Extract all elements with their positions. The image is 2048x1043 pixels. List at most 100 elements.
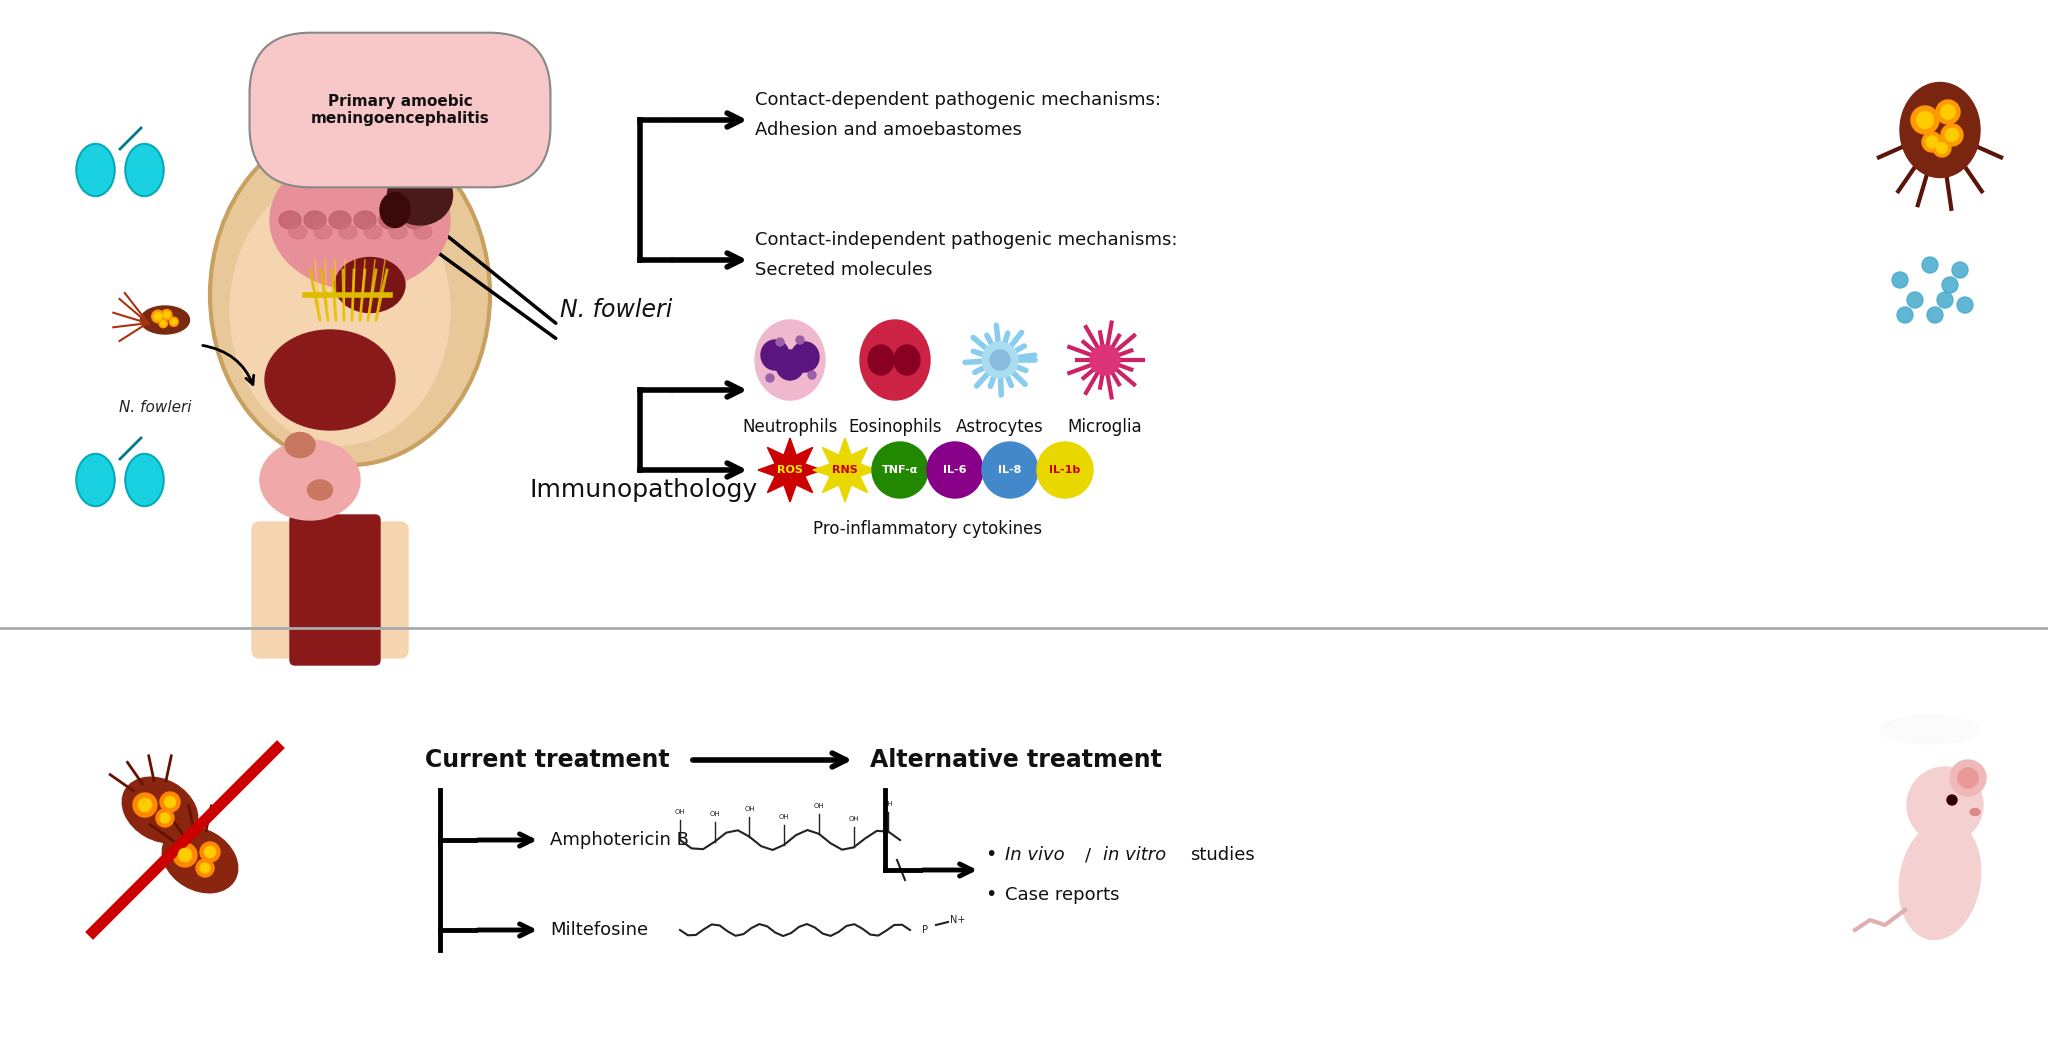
Ellipse shape — [162, 827, 238, 893]
Text: Case reports: Case reports — [1006, 886, 1120, 904]
Ellipse shape — [313, 225, 332, 239]
Ellipse shape — [387, 165, 453, 225]
Ellipse shape — [336, 258, 406, 313]
Circle shape — [1958, 297, 1972, 313]
Text: OH: OH — [709, 810, 721, 817]
Text: Astrocytes: Astrocytes — [956, 418, 1044, 436]
Ellipse shape — [123, 777, 199, 843]
Text: Neutrophils: Neutrophils — [741, 418, 838, 436]
Circle shape — [1921, 132, 1942, 152]
Ellipse shape — [791, 342, 819, 372]
Ellipse shape — [381, 193, 410, 227]
Ellipse shape — [285, 433, 315, 458]
Circle shape — [872, 442, 928, 498]
Text: RNS: RNS — [831, 465, 858, 475]
Circle shape — [1907, 767, 1982, 843]
Text: OH: OH — [778, 814, 791, 820]
Circle shape — [981, 342, 1018, 378]
Text: OH: OH — [848, 817, 858, 822]
Text: N. fowleri: N. fowleri — [559, 298, 672, 322]
Circle shape — [1950, 760, 1987, 796]
Text: studies: studies — [1190, 846, 1255, 864]
Circle shape — [1892, 272, 1909, 288]
Circle shape — [156, 809, 174, 827]
Ellipse shape — [211, 125, 489, 465]
Text: IL-6: IL-6 — [944, 465, 967, 475]
Text: ROS: ROS — [776, 465, 803, 475]
Circle shape — [1937, 292, 1954, 308]
Circle shape — [1937, 143, 1948, 153]
Ellipse shape — [354, 211, 377, 229]
Ellipse shape — [307, 480, 332, 500]
Circle shape — [1917, 112, 1933, 128]
Ellipse shape — [414, 225, 432, 239]
Circle shape — [1921, 257, 1937, 273]
Circle shape — [1907, 292, 1923, 308]
Ellipse shape — [330, 211, 350, 229]
Text: Immunopathology: Immunopathology — [530, 478, 758, 502]
Circle shape — [162, 310, 172, 320]
Text: Miltefosine: Miltefosine — [551, 921, 647, 939]
Circle shape — [981, 442, 1038, 498]
Circle shape — [1927, 307, 1944, 323]
Circle shape — [160, 319, 168, 328]
Ellipse shape — [403, 211, 426, 229]
Circle shape — [1925, 136, 1937, 148]
Ellipse shape — [756, 320, 825, 401]
Circle shape — [160, 814, 170, 823]
Ellipse shape — [141, 306, 190, 334]
Ellipse shape — [895, 345, 920, 375]
Ellipse shape — [264, 330, 395, 430]
Ellipse shape — [389, 225, 408, 239]
Circle shape — [1942, 124, 1962, 146]
Circle shape — [133, 793, 158, 817]
Circle shape — [809, 371, 815, 379]
Circle shape — [766, 374, 774, 382]
Circle shape — [197, 859, 213, 877]
Polygon shape — [813, 438, 877, 502]
Circle shape — [989, 350, 1010, 370]
Ellipse shape — [260, 440, 360, 520]
Ellipse shape — [1970, 808, 1980, 816]
Text: Pro-inflammatory cytokines: Pro-inflammatory cytokines — [813, 520, 1042, 538]
Ellipse shape — [76, 144, 115, 196]
Text: P: P — [922, 925, 928, 935]
Text: OH: OH — [813, 803, 823, 809]
Text: N+: N+ — [950, 915, 967, 925]
Text: Amphotericin B: Amphotericin B — [551, 831, 688, 849]
Text: OH: OH — [883, 801, 893, 806]
Circle shape — [139, 798, 152, 811]
Circle shape — [201, 842, 219, 862]
Text: TNF-α: TNF-α — [883, 465, 918, 475]
Text: Contact-dependent pathogenic mechanisms:: Contact-dependent pathogenic mechanisms: — [756, 91, 1161, 110]
Text: In vivo: In vivo — [1006, 846, 1065, 864]
Text: in vitro: in vitro — [1104, 846, 1165, 864]
Text: Microglia: Microglia — [1067, 418, 1143, 436]
Circle shape — [776, 338, 784, 346]
Circle shape — [1952, 262, 1968, 278]
Ellipse shape — [340, 225, 356, 239]
Ellipse shape — [379, 211, 401, 229]
FancyBboxPatch shape — [291, 515, 381, 665]
Circle shape — [201, 863, 211, 873]
Circle shape — [170, 317, 178, 326]
Circle shape — [164, 797, 176, 807]
Text: •: • — [985, 886, 997, 904]
Circle shape — [1911, 106, 1939, 134]
Ellipse shape — [776, 350, 805, 380]
Text: Primary amoebic
meningoencephalitis: Primary amoebic meningoencephalitis — [311, 94, 489, 126]
Circle shape — [154, 313, 162, 320]
Text: Secreted molecules: Secreted molecules — [756, 261, 932, 278]
Polygon shape — [758, 438, 821, 502]
Circle shape — [797, 336, 805, 344]
Ellipse shape — [303, 211, 326, 229]
Circle shape — [928, 442, 983, 498]
Text: OH: OH — [674, 809, 686, 815]
Ellipse shape — [860, 320, 930, 401]
Ellipse shape — [868, 345, 895, 375]
Circle shape — [1090, 345, 1120, 375]
Circle shape — [1942, 104, 1956, 119]
Ellipse shape — [762, 340, 788, 370]
Text: OH: OH — [743, 806, 756, 811]
Text: Adhesion and amoebastomes: Adhesion and amoebastomes — [756, 121, 1022, 139]
